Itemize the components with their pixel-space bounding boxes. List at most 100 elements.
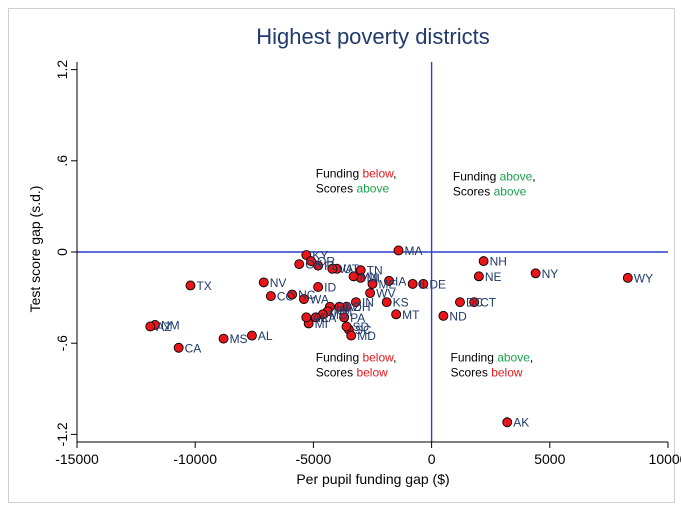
point-label: SD [352, 320, 369, 334]
quadrant-label-tr-line2: Scores above [453, 185, 527, 199]
chart-frame [8, 8, 675, 503]
reference-lines [77, 62, 668, 442]
point-label: DC [466, 296, 484, 310]
data-point [258, 277, 269, 288]
point-label: IL [419, 277, 429, 291]
data-point [313, 260, 324, 271]
point-label: OK [305, 258, 322, 272]
point-label: NV [270, 276, 287, 290]
data-point [298, 294, 309, 305]
data-point [334, 301, 345, 312]
data-point [185, 280, 196, 291]
data-point [218, 333, 229, 344]
data-point [348, 271, 359, 282]
point-label: CT [480, 296, 497, 310]
quadrant-label-tl: Funding below, [316, 167, 397, 181]
x-tick-label: -10000 [173, 451, 217, 467]
point-label: DE [429, 277, 446, 291]
quadrant-label-segment: above [497, 350, 530, 364]
data-point [246, 330, 257, 341]
point-label: NE [485, 270, 502, 284]
data-point [173, 342, 184, 353]
data-point [381, 297, 392, 308]
data-point [469, 297, 480, 308]
quadrant-label-segment: Funding [453, 170, 500, 184]
quadrant-label-segment: Scores [316, 182, 357, 196]
quadrant-label-segment: below [356, 365, 388, 379]
point-label: PA [350, 311, 365, 325]
point-label: CO [277, 290, 295, 304]
point-label: TN [367, 264, 383, 278]
data-point [391, 309, 402, 320]
data-point [455, 297, 465, 308]
y-axis-label: Test score gap (s.d.) [27, 186, 43, 313]
quadrant-label-segment: above [494, 185, 527, 199]
y-tick-label: .6 [54, 155, 70, 167]
data-point [530, 268, 541, 279]
point-label: CA [185, 341, 202, 355]
quadrant-label-segment: below [491, 365, 523, 379]
point-label: IN [362, 296, 374, 310]
point-label: RI [336, 300, 348, 314]
y-tick-label: 0 [54, 248, 70, 256]
point-label: WY [634, 271, 653, 285]
x-tick-label: -15000 [55, 451, 99, 467]
point-label: MD [357, 329, 376, 343]
point-label: MA [405, 244, 423, 258]
data-point [473, 271, 484, 282]
x-axis-ticks: -15000 -10000 -5000 0 5000 10000 [55, 442, 681, 467]
x-tick-label: 0 [428, 451, 436, 467]
quadrant-label-segment: above [356, 182, 389, 196]
quadrant-label-segment: Scores [453, 185, 494, 199]
point-label: NH [490, 255, 507, 269]
point-label: UT [343, 262, 360, 276]
y-tick-label: -1.2 [54, 422, 70, 446]
quadrant-label-br-line2: Scores below [451, 365, 523, 379]
y-tick-label: 1.2 [54, 60, 70, 80]
point-label: KY [312, 249, 328, 263]
quadrant-label-segment: , [393, 350, 396, 364]
y-axis-ticks: -1.2 -.6 0 .6 1.2 [54, 60, 77, 446]
point-label: ND [449, 309, 467, 323]
quadrant-label-segment: Funding [316, 350, 363, 364]
data-point [306, 256, 316, 267]
point-label: AL [258, 329, 273, 343]
data-point [438, 310, 449, 321]
quadrant-label-segment: below [362, 167, 394, 181]
quadrant-label-segment: Scores [451, 365, 492, 379]
point-label: LA [322, 311, 337, 325]
point-label: KS [393, 296, 409, 310]
data-point [265, 291, 276, 302]
x-axis-label: Per pupil funding gap ($) [296, 471, 449, 487]
data-point [294, 259, 305, 270]
point-label: AK [513, 416, 529, 430]
point-label: MN [360, 270, 379, 284]
data-point [367, 278, 378, 289]
point-label: IA [395, 274, 406, 288]
data-point [384, 275, 394, 286]
quadrant-label-segment: Scores [316, 365, 357, 379]
point-label: NM [161, 318, 180, 332]
quadrant-label-bl: Funding below, [316, 350, 397, 364]
data-point [339, 312, 350, 323]
point-label: ME [379, 277, 397, 291]
point-label: AZ [156, 320, 171, 334]
data-point [365, 288, 376, 298]
y-tick-label: -.6 [54, 335, 70, 352]
data-point [407, 278, 418, 289]
point-label: ID [324, 280, 336, 294]
data-point [502, 417, 513, 428]
data-point [622, 272, 633, 283]
data-point [313, 282, 324, 292]
data-point [145, 321, 156, 332]
quadrant-label-bl-line2: Scores below [316, 365, 388, 379]
data-point [478, 256, 489, 267]
point-label: MI [367, 271, 380, 285]
point-label: WV [376, 287, 395, 301]
quadrant-label-segment: , [530, 350, 533, 364]
data-points [145, 245, 633, 428]
x-tick-label: 10000 [649, 451, 681, 467]
quadrant-label-tl-line2: Scores above [316, 182, 390, 196]
point-label: OR [317, 255, 335, 269]
data-point [351, 297, 361, 308]
